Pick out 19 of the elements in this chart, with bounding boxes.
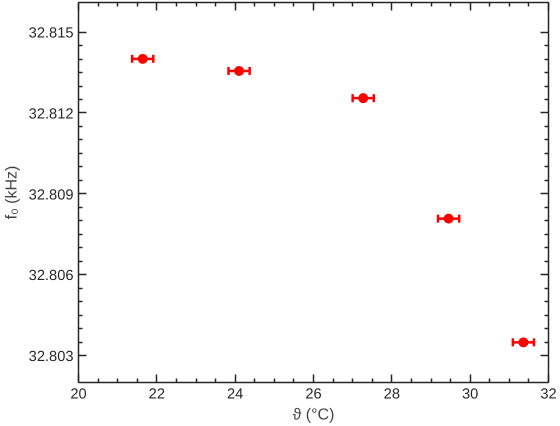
point — [444, 214, 454, 224]
y-tick-label: 32.809 — [28, 187, 74, 204]
y-tick-label: 32.812 — [28, 106, 74, 122]
point — [138, 54, 148, 64]
x-tick-label: 20 — [70, 386, 87, 402]
x-tick-label: 30 — [462, 386, 478, 402]
x-tick-label: 32 — [540, 386, 557, 402]
y-tick-label: 32.815 — [28, 26, 74, 42]
x-tick-label: 28 — [384, 386, 400, 402]
x-axis-title: ϑ (°C) — [292, 406, 334, 424]
y-axis-title: f₀ (kHz) — [4, 166, 21, 220]
x-tick-label: 24 — [227, 386, 244, 402]
y-tick-label: 32.806 — [28, 268, 74, 284]
x-tick-label: 22 — [148, 386, 165, 402]
y-tick-label: 32.803 — [28, 349, 74, 366]
point — [358, 93, 368, 104]
point — [518, 337, 528, 348]
x-tick-label: 26 — [305, 386, 322, 402]
point — [234, 66, 244, 76]
